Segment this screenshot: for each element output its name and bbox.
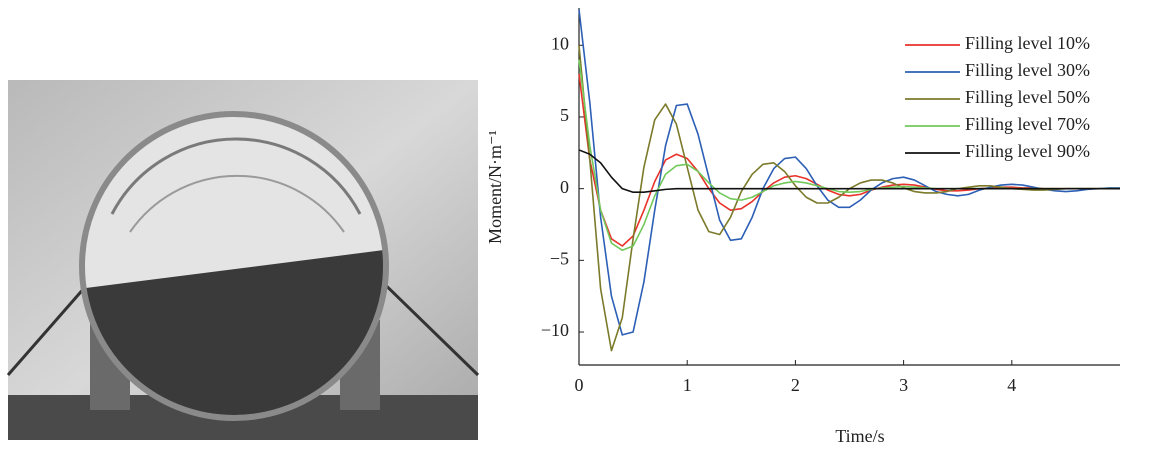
y-tick-label: −10: [541, 320, 569, 340]
legend-label: Filling level 90%: [965, 141, 1090, 161]
legend-label: Filling level 10%: [965, 33, 1090, 53]
x-tick-label: 1: [683, 375, 692, 395]
y-tick-label: 10: [551, 33, 569, 53]
y-tick-label: 0: [560, 177, 569, 197]
data-line: [578, 149, 1120, 194]
data-line: [578, 9, 1120, 336]
x-tick-label: 0: [575, 375, 584, 395]
y-axis-label: Moment/N·m⁻¹: [485, 130, 505, 244]
y-tick-label: −5: [550, 248, 569, 268]
photo: [6, 80, 480, 440]
x-axis-label: Time/s: [835, 426, 884, 446]
legend-label: Filling level 50%: [965, 87, 1090, 107]
x-tick-label: 4: [1007, 375, 1016, 395]
legend-label: Filling level 70%: [965, 114, 1090, 134]
y-tick-label: 5: [560, 105, 569, 125]
x-tick-label: 3: [899, 375, 908, 395]
legend-label: Filling level 30%: [965, 60, 1090, 80]
x-tick-label: 2: [791, 375, 800, 395]
